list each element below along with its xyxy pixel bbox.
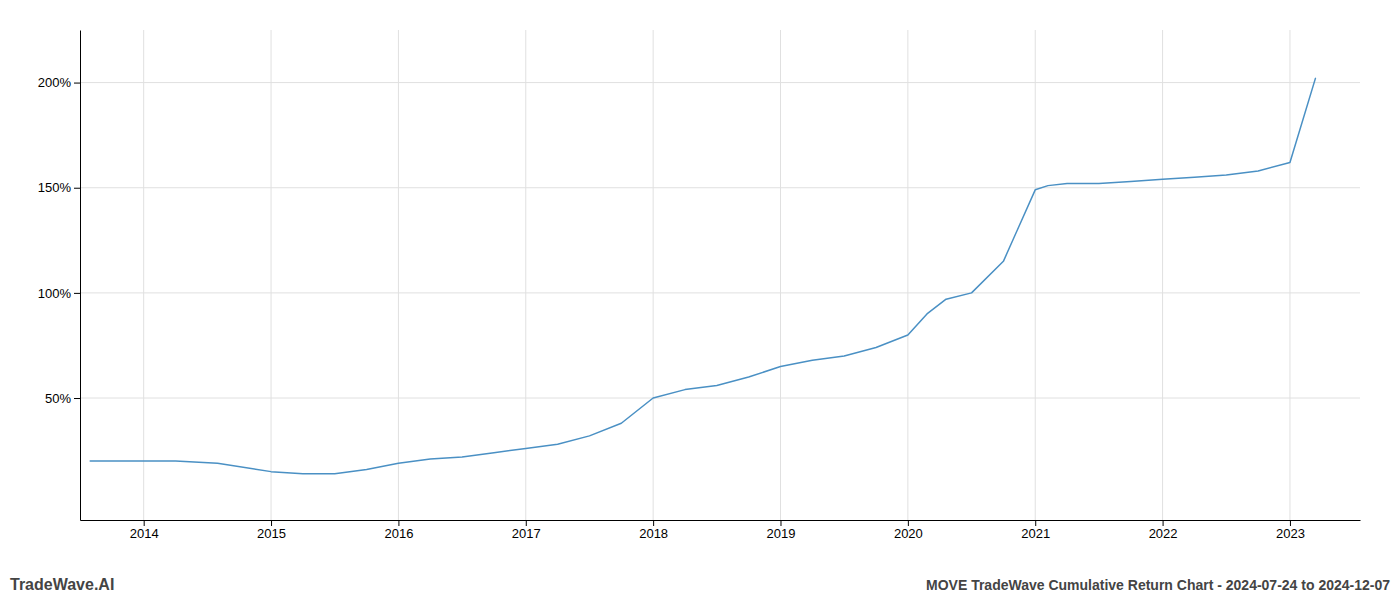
tick-mark <box>1035 520 1036 526</box>
tick-label: 2021 <box>1021 526 1050 541</box>
grid-line <box>1035 30 1036 520</box>
tick-label: 2018 <box>639 526 668 541</box>
tick-mark <box>74 293 80 294</box>
tick: 150% <box>38 180 80 195</box>
grid-line <box>80 398 1360 399</box>
tick-mark <box>1290 520 1291 526</box>
grid-line <box>780 30 781 520</box>
tick-mark <box>144 520 145 526</box>
tick-label: 2019 <box>767 526 796 541</box>
grid-line <box>80 82 1360 83</box>
tick: 50% <box>45 391 80 406</box>
tick-mark <box>908 520 909 526</box>
tick: 2014 <box>130 520 159 541</box>
title: MOVE TradeWave Cumulative Return Chart -… <box>926 577 1390 593</box>
tick-mark <box>780 520 781 526</box>
tick-mark <box>74 398 80 399</box>
tick-mark <box>398 520 399 526</box>
tick: 2015 <box>257 520 286 541</box>
tick: 2021 <box>1021 520 1050 541</box>
tick: 2020 <box>894 520 923 541</box>
tick-label: 150% <box>38 180 72 195</box>
tick: 2018 <box>639 520 668 541</box>
grid-line <box>80 292 1360 293</box>
y-axis: 50% 100% 150% 200% <box>38 31 81 521</box>
line <box>90 78 1315 473</box>
tick-label: 2020 <box>894 526 923 541</box>
tick-label: 200% <box>38 75 72 90</box>
chart: 2014 2015 2016 2017 2018 2019 2020 2021 2022 2023… <box>0 0 1400 600</box>
tick-label: 2023 <box>1276 526 1305 541</box>
grid-line <box>907 30 908 520</box>
tick-mark <box>74 188 80 189</box>
tick-label: 2015 <box>257 526 286 541</box>
tick-mark <box>271 520 272 526</box>
tick-mark <box>526 520 527 526</box>
grid-line <box>1289 30 1290 520</box>
grid-line <box>653 30 654 520</box>
tick-mark <box>1163 520 1164 526</box>
x-axis: 2014 2015 2016 2017 2018 2019 2020 2021 2022 2023 <box>81 520 1361 541</box>
watermark: TradeWave.AI <box>10 576 114 593</box>
grid-line <box>143 30 144 520</box>
grid-line <box>271 30 272 520</box>
plot-area <box>90 78 1315 473</box>
tick-label: 2022 <box>1149 526 1178 541</box>
grid <box>80 30 1360 520</box>
tick-label: 2014 <box>130 526 159 541</box>
tick: 2019 <box>767 520 796 541</box>
tick: 2016 <box>384 520 413 541</box>
grid-line <box>398 30 399 520</box>
tick: 100% <box>38 286 80 301</box>
tick-label: 100% <box>38 286 72 301</box>
tick-mark <box>653 520 654 526</box>
axis-line <box>81 520 1361 521</box>
tick: 2017 <box>512 520 541 541</box>
grid-line <box>80 187 1360 188</box>
tick-mark <box>74 83 80 84</box>
grid-line <box>1162 30 1163 520</box>
tick-label: 2017 <box>512 526 541 541</box>
tick-label: 2016 <box>384 526 413 541</box>
tick: 200% <box>38 75 80 90</box>
tick: 2023 <box>1276 520 1305 541</box>
grid-line <box>525 30 526 520</box>
tick-label: 50% <box>45 391 71 406</box>
tick: 2022 <box>1149 520 1178 541</box>
axis-line <box>80 31 81 521</box>
